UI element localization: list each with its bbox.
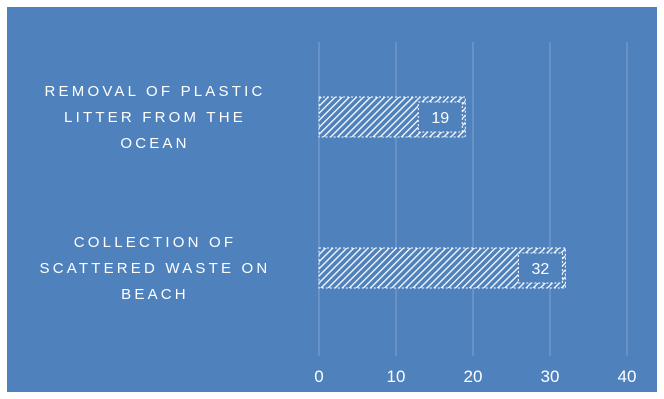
- data-label-box-0: [417, 101, 463, 133]
- category-label-0-line-1: LITTER FROM THE: [64, 109, 246, 126]
- x-tick-label-0: 0: [314, 367, 323, 386]
- x-tick-labels: 0 10 20 30 40: [314, 367, 636, 386]
- category-label-0-line-2: OCEAN: [120, 135, 189, 152]
- x-tick-label-10: 10: [387, 367, 406, 386]
- category-label-1-line-1: SCATTERED WASTE ON: [40, 260, 271, 277]
- category-label-0-line-0: REMOVAL OF PLASTIC: [45, 83, 266, 100]
- category-labels: REMOVAL OF PLASTIC LITTER FROM THE OCEAN CO…: [40, 83, 271, 303]
- category-label-1-line-2: BEACH: [121, 286, 189, 303]
- chart-background: [7, 7, 657, 392]
- gridlines: [318, 42, 628, 356]
- x-tick-label-30: 30: [541, 367, 560, 386]
- category-label-1-line-0: COLLECTION OF: [74, 234, 236, 251]
- x-tick-label-20: 20: [464, 367, 483, 386]
- data-label-1: 32: [532, 261, 550, 278]
- data-label-0: 19: [431, 110, 449, 127]
- data-label-box-1: [517, 252, 563, 284]
- x-tick-label-40: 40: [618, 367, 637, 386]
